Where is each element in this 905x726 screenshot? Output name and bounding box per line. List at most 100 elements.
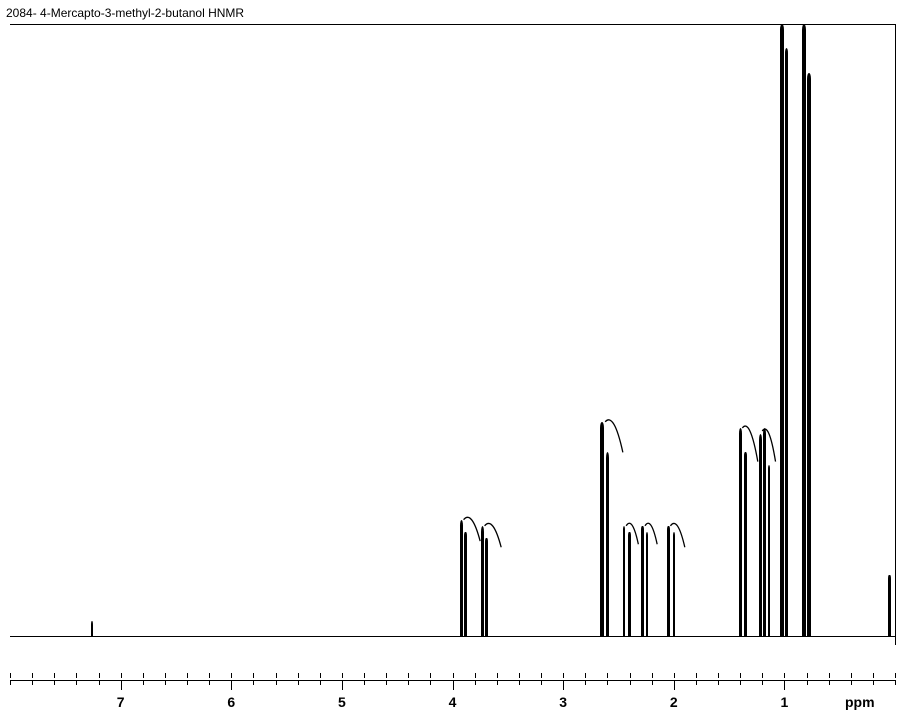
minor-tick-below — [320, 680, 321, 685]
minor-tick — [121, 673, 122, 678]
minor-tick-below — [541, 680, 542, 685]
minor-tick-below — [165, 680, 166, 685]
minor-tick — [718, 673, 719, 678]
minor-tick — [143, 673, 144, 678]
minor-tick-below — [762, 680, 763, 685]
minor-tick — [652, 673, 653, 678]
minor-tick — [430, 673, 431, 678]
minor-tick — [497, 673, 498, 678]
minor-tick-below — [851, 680, 852, 685]
tick-label: 3 — [559, 694, 567, 710]
nmr-peak — [606, 452, 609, 636]
nmr-peak — [785, 48, 789, 636]
minor-tick-below — [630, 680, 631, 685]
nmr-peak — [460, 520, 463, 636]
minor-tick-below — [652, 680, 653, 685]
minor-tick — [607, 673, 608, 678]
minor-tick — [563, 673, 564, 678]
minor-tick — [829, 673, 830, 678]
minor-tick — [895, 673, 896, 678]
nmr-peak — [600, 422, 604, 636]
nmr-peak — [780, 24, 784, 636]
minor-tick-below — [253, 680, 254, 685]
minor-tick-below — [873, 680, 874, 685]
minor-tick-below — [585, 680, 586, 685]
minor-tick — [298, 673, 299, 678]
minor-tick — [541, 673, 542, 678]
nmr-peak — [673, 532, 675, 636]
minor-tick — [873, 673, 874, 678]
minor-tick — [807, 673, 808, 678]
minor-tick-below — [231, 680, 232, 685]
minor-tick — [630, 673, 631, 678]
minor-tick-below — [475, 680, 476, 685]
minor-tick-below — [718, 680, 719, 685]
minor-tick-below — [430, 680, 431, 685]
minor-tick-below — [563, 680, 564, 685]
minor-tick-below — [607, 680, 608, 685]
nmr-peak — [744, 452, 747, 636]
minor-tick-below — [807, 680, 808, 685]
minor-tick — [585, 673, 586, 678]
x-axis-unit-label: ppm — [845, 694, 875, 710]
minor-tick-below — [364, 680, 365, 685]
minor-tick — [408, 673, 409, 678]
nmr-peak — [641, 526, 644, 636]
minor-tick-below — [10, 680, 11, 685]
minor-tick — [32, 673, 33, 678]
nmr-peak — [768, 465, 771, 636]
minor-tick-below — [276, 680, 277, 685]
minor-tick-below — [386, 680, 387, 685]
minor-tick-below — [740, 680, 741, 685]
tick-label: 6 — [227, 694, 235, 710]
minor-tick-below — [829, 680, 830, 685]
minor-tick-below — [408, 680, 409, 685]
minor-tick-below — [696, 680, 697, 685]
minor-tick-below — [342, 680, 343, 685]
minor-tick — [165, 673, 166, 678]
minor-tick-below — [674, 680, 675, 685]
minor-tick — [784, 673, 785, 678]
minor-tick-below — [121, 680, 122, 685]
minor-tick — [453, 673, 454, 678]
tick-label: 4 — [449, 694, 457, 710]
minor-tick-below — [895, 680, 896, 685]
nmr-peak — [759, 434, 762, 636]
minor-tick — [10, 673, 11, 678]
minor-tick — [364, 673, 365, 678]
page: 2084- 4-Mercapto-3-methyl-2-butanol HNMR… — [0, 0, 905, 726]
nmr-peak — [802, 24, 806, 636]
minor-tick-below — [32, 680, 33, 685]
tick-label: 1 — [780, 694, 788, 710]
tick-label: 5 — [338, 694, 346, 710]
minor-tick — [320, 673, 321, 678]
nmr-peak — [739, 428, 742, 636]
nmr-peak — [464, 532, 467, 636]
nmr-peak — [888, 575, 890, 636]
minor-tick-below — [99, 680, 100, 685]
minor-tick-below — [76, 680, 77, 685]
minor-tick — [762, 673, 763, 678]
minor-tick — [54, 673, 55, 678]
minor-tick — [209, 673, 210, 678]
minor-tick — [851, 673, 852, 678]
minor-tick-below — [209, 680, 210, 685]
minor-tick — [76, 673, 77, 678]
minor-tick — [519, 673, 520, 678]
minor-tick-below — [187, 680, 188, 685]
minor-tick — [674, 673, 675, 678]
spectrum-title: 2084- 4-Mercapto-3-methyl-2-butanol HNMR — [6, 6, 244, 20]
minor-tick-below — [54, 680, 55, 685]
minor-tick — [696, 673, 697, 678]
minor-tick — [187, 673, 188, 678]
minor-tick-below — [143, 680, 144, 685]
minor-tick-below — [784, 680, 785, 685]
minor-tick — [342, 673, 343, 678]
nmr-peak — [667, 526, 670, 636]
nmr-peak — [623, 526, 626, 636]
nmr-peak — [807, 73, 811, 636]
minor-tick — [253, 673, 254, 678]
nmr-peak — [763, 428, 766, 636]
minor-tick-below — [298, 680, 299, 685]
tick-label: 7 — [117, 694, 125, 710]
